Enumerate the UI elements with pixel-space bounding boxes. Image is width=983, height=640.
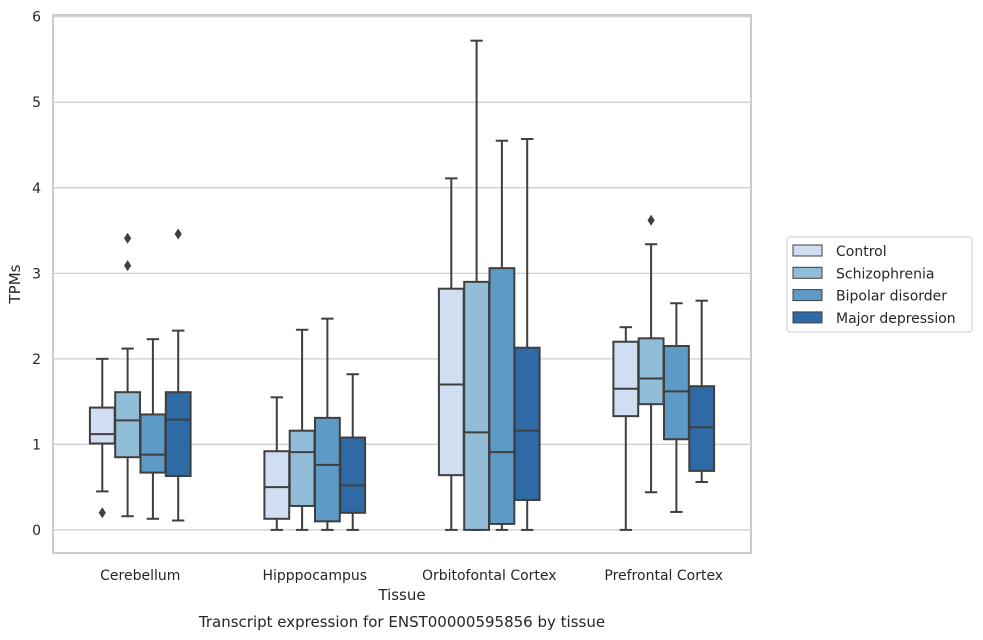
box-bipolar-disorder [488,139,516,531]
box-iqr [139,413,167,474]
box-control [263,396,291,531]
y-tick-label: 0 [32,523,41,539]
outlier-point [98,507,106,519]
box-bipolar-disorder [314,317,341,531]
box-control [437,177,465,531]
box-iqr [663,345,690,441]
box-iqr [513,346,541,501]
legend-label: Schizophrenia [836,266,934,282]
y-tick-label: 3 [32,266,41,282]
box-iqr [612,340,640,418]
box-iqr [463,280,490,531]
legend-swatch [792,244,823,257]
box-schizophrenia [637,214,665,494]
x-tick-label: Prefrontal Cortex [604,568,723,584]
legend-swatch [792,289,823,302]
box-bipolar-disorder [663,302,690,513]
box-control [88,357,116,519]
legend-label: Control [836,244,887,260]
outlier-point [647,214,655,226]
y-axis-label: TPMs [6,264,24,304]
box-control [612,326,640,531]
legend-frame [786,236,973,333]
chart-caption: Transcript expression for ENST0000059585… [198,613,605,631]
x-tick-label: Orbitofontal Cortex [422,568,557,584]
plot-frame [52,14,752,554]
x-axis-label: Tissue [377,586,425,604]
y-tick-label: 2 [32,352,41,368]
y-tick-label: 1 [32,437,41,453]
legend-label: Bipolar disorder [836,289,947,305]
box-iqr [437,287,465,477]
y-tick-labels: 0 1 2 3 4 5 6 [32,10,41,539]
box-bipolar-disorder [139,338,167,520]
y-tick-label: 4 [32,181,41,197]
x-tick-labels: Cerebellum Hipppocampus Orbitofontal Corte… [100,568,723,584]
box-iqr [88,406,116,445]
box-iqr [263,450,291,520]
x-tick-label: Cerebellum [100,568,180,584]
box-schizophrenia [463,39,490,531]
box-major-depression [513,138,541,531]
box-iqr [688,385,716,472]
outlier-point [123,260,132,272]
box-iqr [314,416,341,523]
box-major-depression [688,299,716,484]
box-major-depression [339,373,367,531]
box-major-depression [164,228,192,522]
box-iqr [339,436,367,514]
legend: Control Schizophrenia Bipolar disorder Majo… [786,236,973,333]
y-tick-label: 6 [32,10,41,26]
outlier-point [123,232,132,244]
box-schizophrenia [114,232,141,518]
legend-swatch [792,266,823,279]
box-schizophrenia [288,328,316,531]
box-iqr [488,267,516,525]
y-tick-label: 5 [32,95,41,111]
outlier-point [174,228,182,240]
legend-label: Major depression [836,311,956,327]
x-tick-label: Hipppocampus [262,568,367,584]
box-iqr [637,337,665,406]
box-layer [88,39,716,531]
box-iqr [164,391,192,478]
legend-swatch [792,311,823,324]
box-iqr [288,429,316,507]
box-iqr [114,391,141,459]
